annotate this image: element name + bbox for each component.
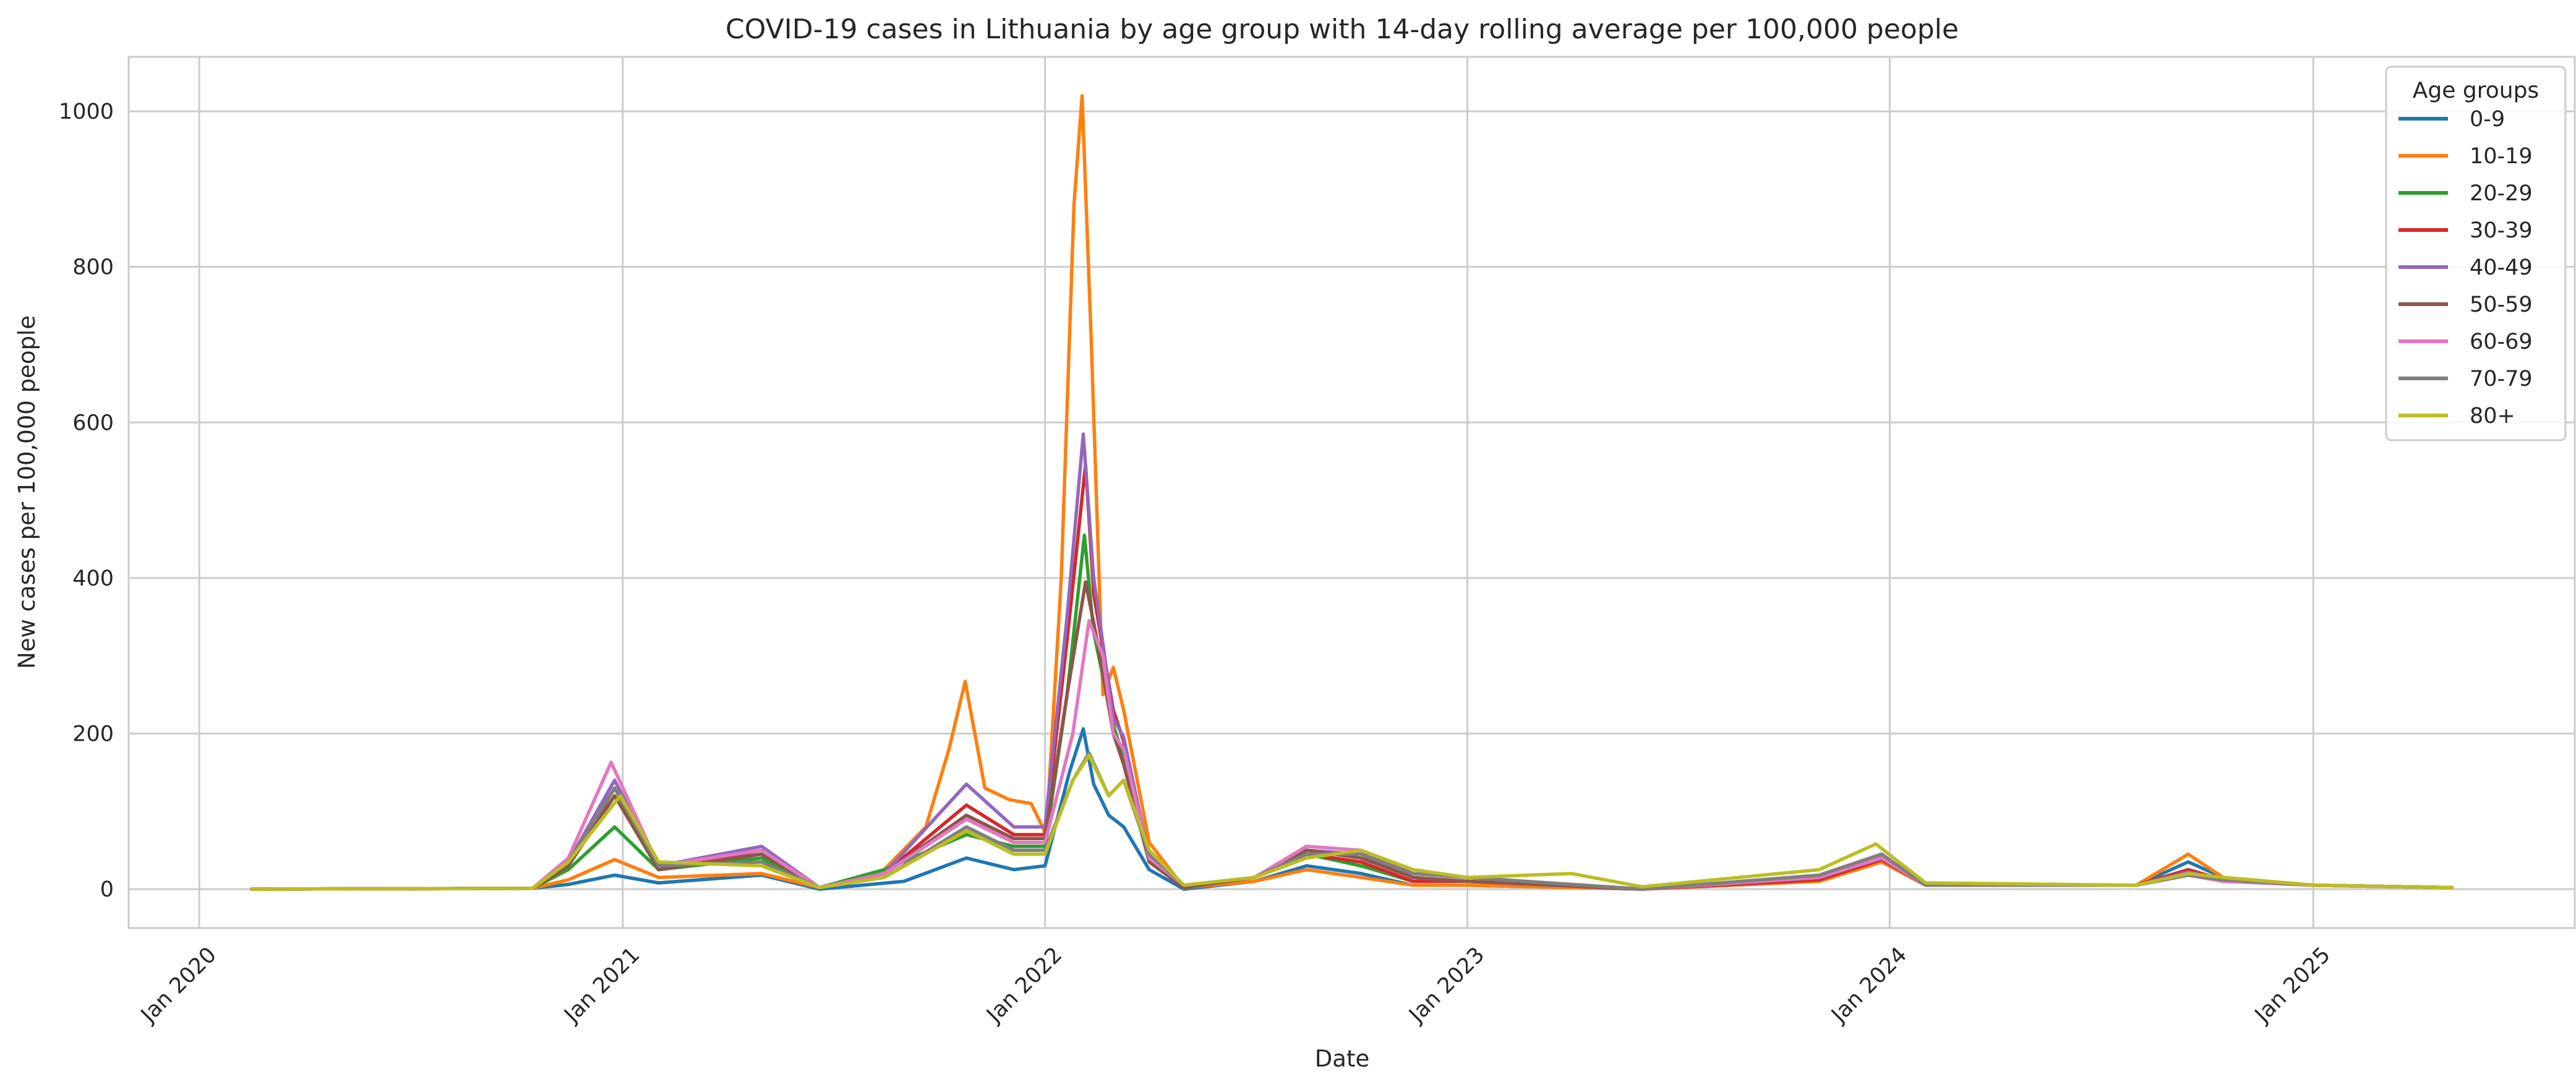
chart-title: COVID-19 cases in Lithuania by age group… <box>725 14 1959 45</box>
legend-label: 40-49 <box>2470 255 2533 280</box>
y-tick-label: 1000 <box>59 100 114 124</box>
x-tick-label: Jan 2024 <box>1826 942 1912 1028</box>
x-tick-label: Jan 2023 <box>1404 942 1490 1028</box>
legend-label: 20-29 <box>2470 181 2533 206</box>
y-tick-labels: 0 200 400 600 800 1000 <box>59 100 114 902</box>
legend: Age groups 0-9 10-19 20-29 30-39 40-49 50-59 6… <box>2385 66 2567 441</box>
legend-title: Age groups <box>2413 78 2539 103</box>
legend-label: 70-79 <box>2470 367 2533 391</box>
series-line-70-79 <box>249 751 2454 891</box>
series-line-80+ <box>249 753 2454 891</box>
x-tick-label: Jan 2020 <box>135 942 221 1028</box>
legend-label: 10-19 <box>2470 144 2533 169</box>
legend-label: 50-59 <box>2470 292 2533 317</box>
x-tick-label: Jan 2022 <box>982 942 1068 1028</box>
y-tick-label: 200 <box>72 722 114 746</box>
x-axis-label: Date <box>1315 1045 1369 1072</box>
y-tick-label: 600 <box>72 411 114 435</box>
grid-lines <box>129 57 2575 928</box>
legend-label: 80+ <box>2470 404 2515 428</box>
y-tick-label: 800 <box>72 255 114 280</box>
legend-label: 0-9 <box>2470 107 2505 132</box>
legend-label: 30-39 <box>2470 218 2533 243</box>
legend-items: 0-9 10-19 20-29 30-39 40-49 50-59 60-69 70-79 80… <box>2398 107 2533 428</box>
plot-frame <box>127 56 2576 929</box>
x-tick-labels: Jan 2020 Jan 2021 Jan 2022 Jan 2023 Jan 2024… <box>135 942 2335 1028</box>
plot-series <box>249 94 2454 891</box>
y-tick-label: 400 <box>72 566 114 591</box>
legend-label: 60-69 <box>2470 330 2533 354</box>
x-tick-label: Jan 2025 <box>2249 942 2335 1028</box>
x-tick-label: Jan 2021 <box>559 942 645 1028</box>
legend-box <box>2385 66 2567 441</box>
series-line-10-19 <box>249 94 2454 891</box>
series-line-40-49 <box>249 432 2454 891</box>
y-tick-label: 0 <box>100 877 114 902</box>
y-axis-label: New cases per 100,000 people <box>14 315 40 669</box>
